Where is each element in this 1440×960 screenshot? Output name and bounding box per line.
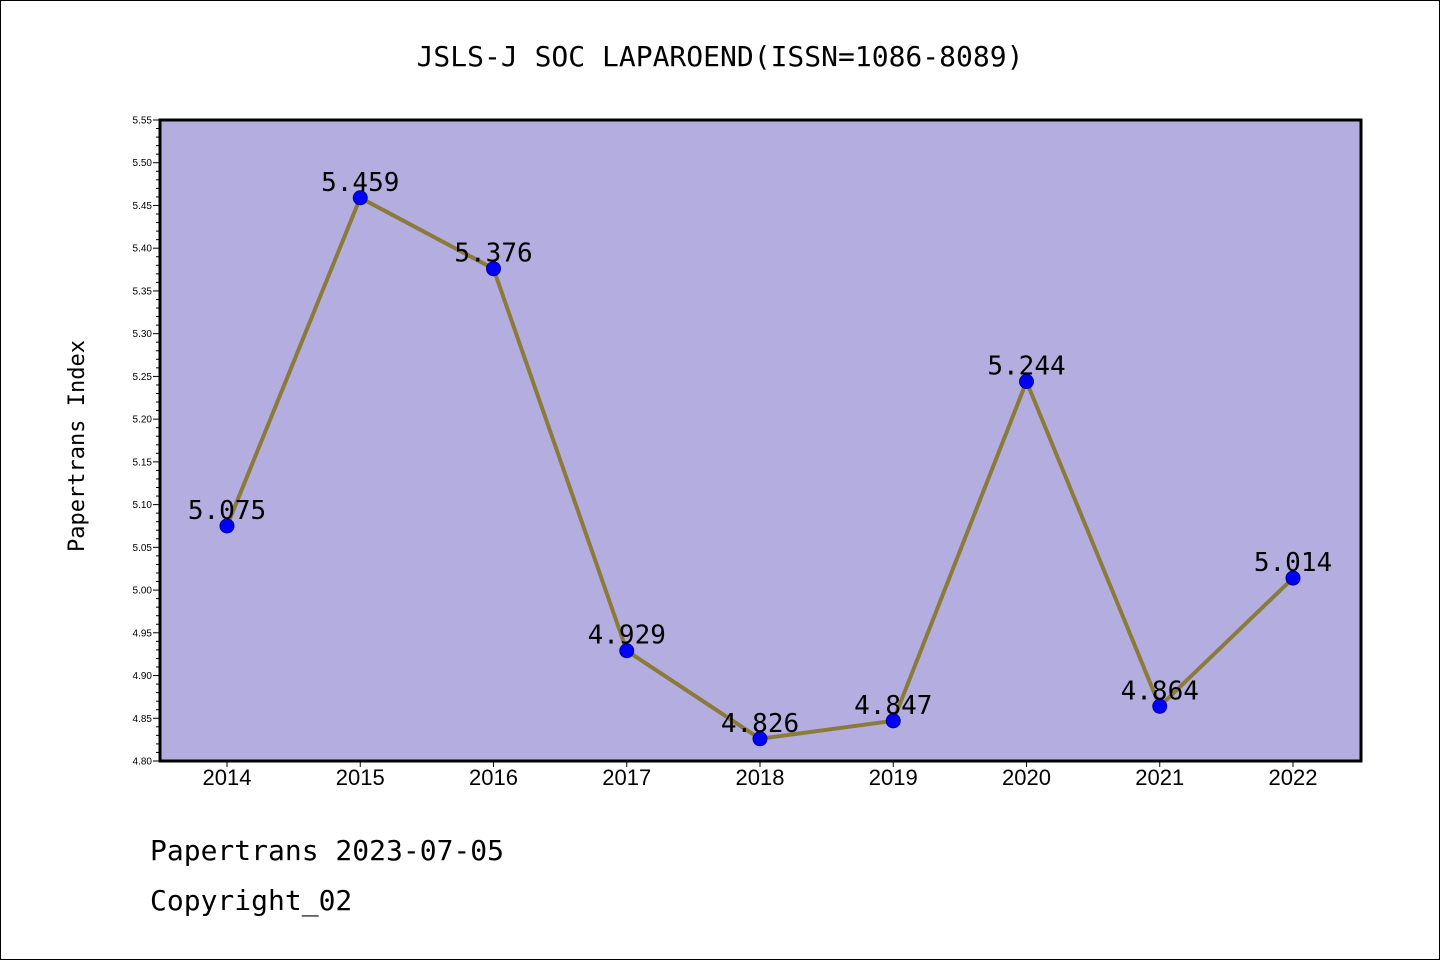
data-label: 4.864 [1121,676,1199,706]
data-point [1019,374,1034,390]
data-labels: 5.075 5.459 5.376 4.929 4.826 4.847 5.244 4.864… [188,168,1332,739]
y-tick-label: 4.80 [133,757,153,768]
data-point [486,261,501,277]
y-tick-label: 5.50 [133,158,153,169]
data-label: 4.826 [721,709,799,739]
y-tick-label: 5.05 [133,543,153,554]
y-tick-label: 5.40 [133,244,153,255]
y-tick-label: 5.45 [133,201,153,212]
x-tick-label: 2017 [602,765,651,790]
x-axis: 2014 2015 2016 2017 2018 2019 2020 2021 2022 [203,761,1318,790]
data-label: 5.244 [987,352,1065,382]
data-label: 5.014 [1254,548,1332,578]
data-point [752,731,768,747]
y-tick-label: 5.10 [133,500,153,511]
data-point [352,190,368,206]
y-tick-label: 5.30 [133,329,153,340]
y-tick-label: 4.90 [133,671,153,682]
x-tick-label: 2016 [469,765,518,790]
data-label: 5.376 [454,239,532,269]
y-tick-label: 5.00 [133,586,153,597]
data-point [219,518,235,534]
y-axis: 4.80 4.85 4.90 4.95 5.00 5.05 5.10 5.15 5.20 5.25… [133,116,160,768]
footer-copyright: Copyright_02 [150,884,353,917]
plot-area [160,120,1361,761]
x-tick-label: 2015 [336,765,385,790]
x-tick-label: 2022 [1269,765,1318,790]
y-tick-label: 5.15 [133,457,153,468]
data-point [1152,698,1168,714]
footer-date: Papertrans 2023-07-05 [150,834,505,867]
data-point [619,643,635,659]
data-label: 4.847 [854,691,932,721]
data-label: 5.459 [321,168,399,198]
plot-border [158,118,1363,763]
data-points [219,190,1301,747]
y-axis-label: Papertrans Index [65,340,90,552]
x-tick-label: 2018 [736,765,785,790]
data-point [1285,570,1301,586]
y-tick-label: 5.20 [133,415,153,426]
x-tick-label: 2021 [1135,765,1184,790]
x-tick-label: 2020 [1002,765,1051,790]
y-tick-label: 4.85 [133,714,153,725]
chart-title: JSLS-J SOC LAPAROEND(ISSN=1086-8089) [417,40,1024,73]
x-tick-label: 2019 [869,765,918,790]
y-tick-label: 5.55 [133,116,153,127]
x-tick-label: 2014 [203,765,252,790]
data-label: 5.075 [188,496,266,526]
data-label: 4.929 [588,621,666,651]
y-tick-label: 5.35 [133,286,153,297]
y-tick-label: 5.25 [133,372,153,383]
y-tick-label: 4.95 [133,628,153,639]
data-point [885,713,901,729]
